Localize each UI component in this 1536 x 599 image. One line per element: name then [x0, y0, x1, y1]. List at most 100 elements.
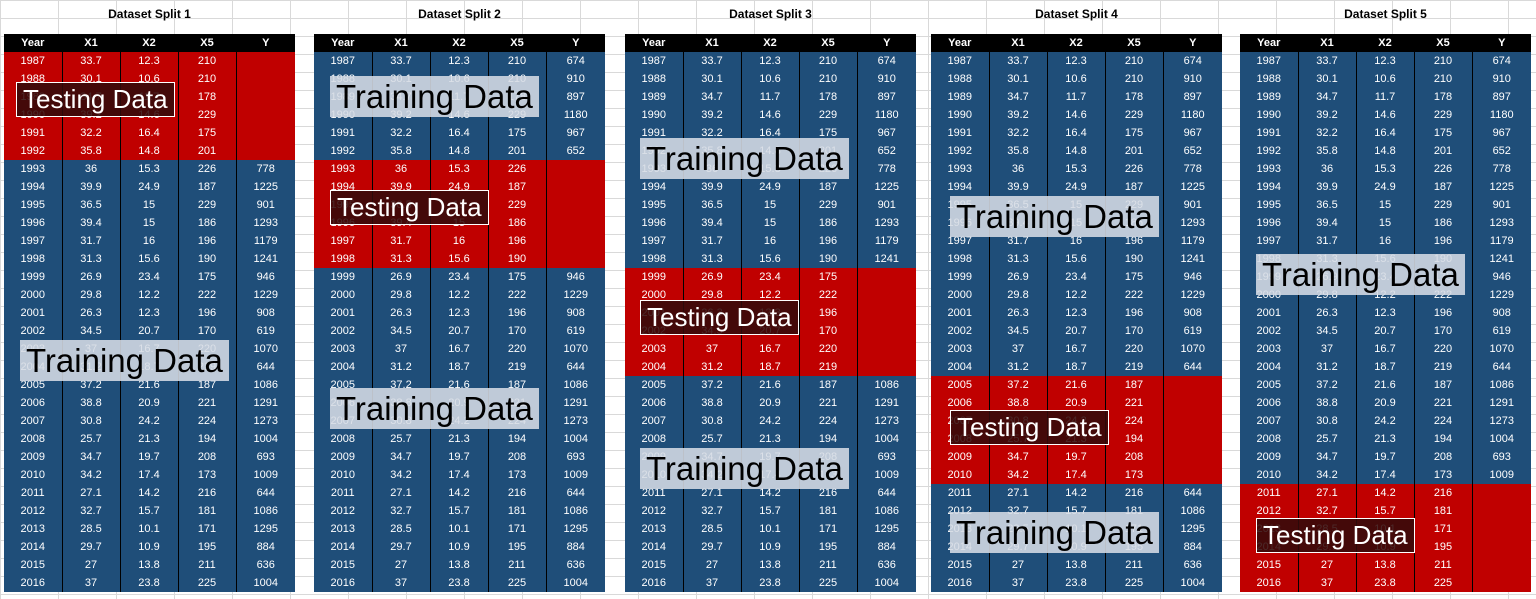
- cell-x1: 34.2: [372, 466, 431, 484]
- cell-year: 2012: [1240, 502, 1299, 520]
- cell-x1: 39.2: [683, 106, 742, 124]
- cell-x1: 37: [372, 340, 431, 358]
- cell-y: 1273: [857, 412, 916, 430]
- cell-x5: 221: [1414, 394, 1473, 412]
- training-data-label: Training Data: [950, 512, 1159, 554]
- cell-x1: 34.7: [62, 448, 121, 466]
- cell-year: 2009: [931, 448, 990, 466]
- cell-year: 1996: [1240, 214, 1299, 232]
- cell-y: 1180: [1163, 106, 1222, 124]
- cell-x1: 34.5: [62, 322, 121, 340]
- cell-x1: 34.7: [372, 448, 431, 466]
- cell-y: 636: [546, 556, 605, 574]
- cell-year: 2014: [625, 538, 684, 556]
- split-title: Dataset Split 2: [418, 7, 501, 21]
- cell-x5: 229: [1414, 196, 1473, 214]
- cell-x1: 34.5: [372, 322, 431, 340]
- cell-y: 1086: [236, 376, 295, 394]
- cell-x5: 210: [1414, 52, 1473, 70]
- cell-year: 2003: [314, 340, 373, 358]
- training-row: 2011 27.1 14.2 216 644: [931, 484, 1222, 502]
- cell-x5: 201: [1414, 142, 1473, 160]
- cell-x1: 25.7: [372, 430, 431, 448]
- cell-x5: 190: [178, 250, 237, 268]
- cell-x2: 15.3: [120, 160, 179, 178]
- cell-x5: 211: [1105, 556, 1164, 574]
- training-row: 2005 37.2 21.6 187 1086: [625, 376, 916, 394]
- cell-x5: 225: [1414, 574, 1473, 592]
- cell-y: 1273: [1163, 412, 1222, 430]
- cell-x5: 201: [488, 142, 547, 160]
- cell-x2: 16: [1356, 232, 1415, 250]
- cell-y: 644: [857, 484, 916, 502]
- training-data-label: Training Data: [640, 448, 849, 490]
- cell-year: 1990: [931, 106, 990, 124]
- cell-y: 1070: [1472, 340, 1531, 358]
- cell-y: 1070: [236, 340, 295, 358]
- cell-x1: 35.8: [1298, 142, 1357, 160]
- cell-x1: 27.1: [1298, 484, 1357, 502]
- cell-x1: 32.7: [372, 502, 431, 520]
- cell-y: 910: [546, 70, 605, 88]
- column-header: X1: [989, 34, 1048, 52]
- cell-x2: 16.7: [741, 340, 800, 358]
- cell-year: 1999: [4, 268, 63, 286]
- cell-x2: 23.4: [120, 268, 179, 286]
- training-row: 2015 27 13.8 211 636: [625, 556, 916, 574]
- cell-x5: 173: [1414, 466, 1473, 484]
- cell-year: 1998: [4, 250, 63, 268]
- cell-x1: 37.2: [683, 376, 742, 394]
- cell-x1: 34.2: [1298, 466, 1357, 484]
- cell-x1: 29.8: [683, 286, 742, 304]
- cell-x1: 32.2: [372, 124, 431, 142]
- training-row: 2005 37.2 21.6 187 1086: [1240, 376, 1531, 394]
- cell-x1: 32.7: [62, 502, 121, 520]
- cell-y: 1180: [1472, 106, 1531, 124]
- cell-x5: 208: [178, 448, 237, 466]
- training-row: 2008 25.7 21.3 194 1004: [1240, 430, 1531, 448]
- cell-x2: 13.8: [1356, 556, 1415, 574]
- cell-x2: 18.7: [1047, 358, 1106, 376]
- cell-x5: 216: [1105, 484, 1164, 502]
- cell-x2: 24.2: [1356, 412, 1415, 430]
- cell-year: 2012: [314, 502, 373, 520]
- cell-x2: 21.6: [741, 376, 800, 394]
- cell-x1: 35.8: [372, 142, 431, 160]
- cell-y: 1070: [1163, 340, 1222, 358]
- cell-x1: 27: [372, 556, 431, 574]
- cell-y: 1004: [857, 574, 916, 592]
- cell-x1: 33.7: [1298, 52, 1357, 70]
- cell-x5: 196: [1414, 232, 1473, 250]
- cell-y: 652: [1472, 142, 1531, 160]
- cell-x1: 38.8: [989, 394, 1048, 412]
- cell-x2: 16.4: [741, 124, 800, 142]
- cell-y: 897: [1163, 88, 1222, 106]
- cell-y: 1295: [1472, 520, 1531, 538]
- cell-y: 1225: [1472, 178, 1531, 196]
- cell-x1: 26.3: [1298, 304, 1357, 322]
- cell-x1: 37: [62, 574, 121, 592]
- cell-year: 1991: [4, 124, 63, 142]
- cell-year: 2002: [4, 322, 63, 340]
- cell-y: 674: [1163, 52, 1222, 70]
- training-data-label: Training Data: [640, 138, 849, 180]
- cell-y: 1291: [857, 394, 916, 412]
- cell-x1: 38.8: [1298, 394, 1357, 412]
- column-header: X1: [62, 34, 121, 52]
- column-header: Year: [314, 34, 373, 52]
- cell-x1: 39.4: [1298, 214, 1357, 232]
- cell-year: 1999: [931, 268, 990, 286]
- training-row: 1991 32.2 16.4 175 967: [314, 124, 605, 142]
- cell-x5: 171: [488, 520, 547, 538]
- cell-x5: 221: [1105, 394, 1164, 412]
- cell-x2: 15: [120, 196, 179, 214]
- cell-x2: 13.8: [430, 556, 489, 574]
- cell-year: 1991: [314, 124, 373, 142]
